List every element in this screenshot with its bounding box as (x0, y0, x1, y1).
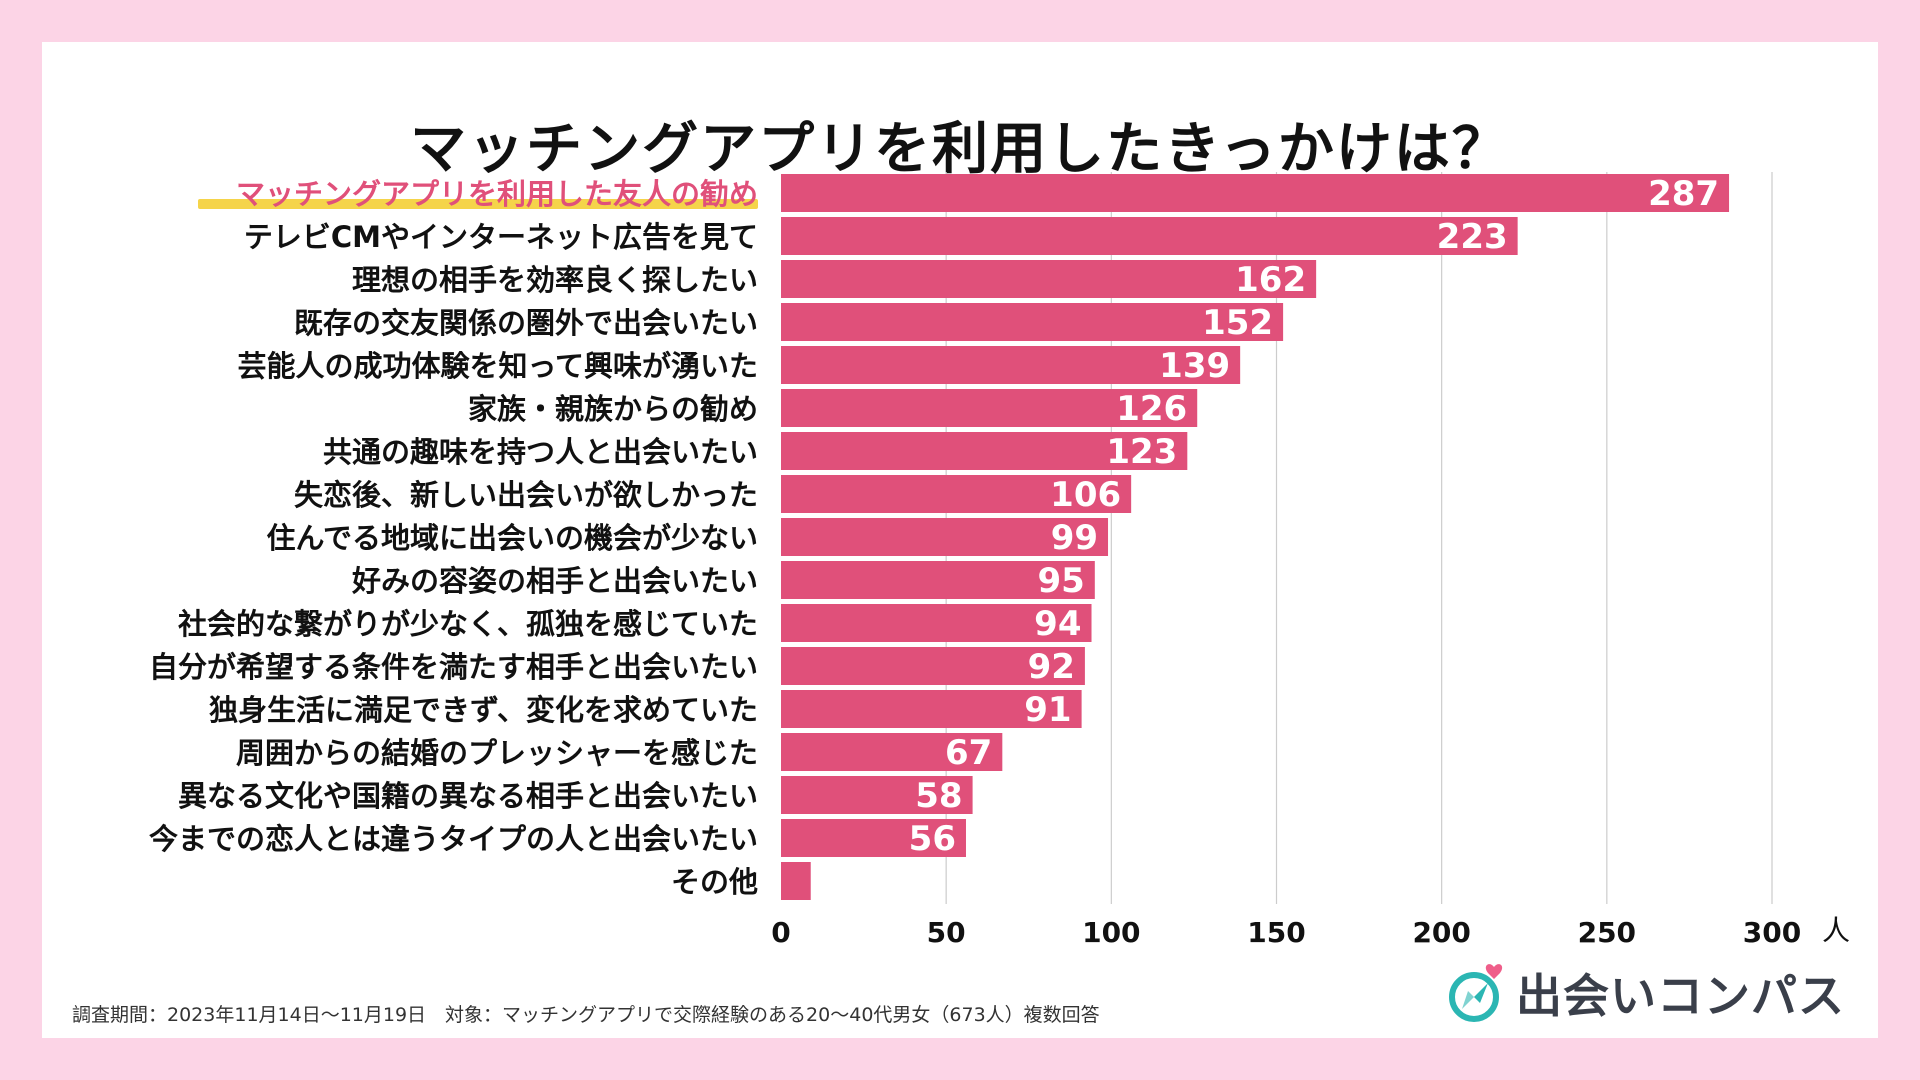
bar (781, 733, 1003, 771)
category-label: 自分が希望する条件を満たす相手と出会いたい (149, 650, 758, 684)
value-label: 162 (1235, 260, 1306, 300)
value-label: 152 (1202, 303, 1273, 343)
x-axis-unit: 人 (1822, 914, 1850, 947)
category-label: 家族・親族からの勧め (468, 392, 758, 426)
value-label: 56 (909, 819, 956, 859)
x-tick-label: 100 (1082, 916, 1140, 949)
value-label: 95 (1037, 561, 1084, 601)
value-label: 92 (1028, 647, 1075, 687)
bar (781, 174, 1730, 212)
value-label: 223 (1437, 217, 1508, 257)
x-tick-label: 250 (1578, 916, 1636, 949)
value-label: 126 (1116, 389, 1187, 429)
highlight-underline (198, 199, 758, 209)
value-label: 67 (945, 733, 992, 773)
category-label: 共通の趣味を持つ人と出会いたい (323, 435, 758, 469)
chart-title: マッチングアプリを利用したきっかけは？ (410, 117, 1510, 182)
category-label: 芸能人の成功体験を知って興味が湧いた (237, 349, 758, 383)
category-label: 独身生活に満足できず、変化を求めていた (209, 693, 758, 727)
bar (781, 690, 1082, 728)
bar (781, 604, 1092, 642)
brand-logo: 出会いコンパス (1444, 958, 1845, 1028)
bar (781, 819, 966, 857)
value-label: 139 (1159, 346, 1230, 386)
category-label: テレビCMやインターネット広告を見て (244, 220, 758, 254)
category-label: その他 (671, 865, 758, 899)
bar (781, 475, 1132, 513)
value-label: 106 (1050, 475, 1121, 515)
bar (781, 217, 1518, 255)
bar (781, 389, 1198, 427)
category-label: 周囲からの結婚のプレッシャーを感じた (236, 736, 758, 770)
value-label: 94 (1034, 604, 1081, 644)
bar (781, 303, 1284, 341)
brand-name: 出会いコンパス (1516, 969, 1845, 1023)
bar (781, 862, 811, 900)
x-tick-label: 150 (1247, 916, 1305, 949)
bar (781, 518, 1109, 556)
category-label: 好みの容姿の相手と出会いたい (351, 564, 758, 598)
compass-heart-icon (1449, 964, 1503, 1022)
bar (781, 260, 1317, 298)
bar (781, 776, 973, 814)
bar (781, 346, 1241, 384)
category-label: 失恋後、新しい出会いが欲しかった (294, 478, 758, 512)
value-label: 58 (915, 776, 962, 816)
x-tick-label: 0 (771, 916, 790, 949)
category-label: 今までの恋人とは違うタイプの人と出会いたい (149, 822, 758, 856)
category-label: 社会的な繋がりが少なく、孤独を感じていた (178, 607, 758, 641)
survey-footnote: 調査期間：2023年11月14日〜11月19日 対象：マッチングアプリで交際経験… (72, 1004, 1100, 1026)
x-tick-label: 200 (1412, 916, 1470, 949)
x-tick-label: 50 (927, 916, 966, 949)
category-label: 既存の交友関係の圏外で出会いたい (294, 306, 758, 340)
bar (781, 647, 1085, 685)
x-tick-label: 300 (1743, 916, 1801, 949)
value-label: 123 (1106, 432, 1177, 472)
value-label: 91 (1024, 690, 1071, 730)
category-label: 住んでる地域に出会いの機会が少ない (266, 521, 758, 555)
category-label: マッチングアプリを利用した友人の勧め (236, 177, 758, 211)
category-label: 異なる文化や国籍の異なる相手と出会いたい (178, 779, 758, 813)
value-label: 287 (1648, 174, 1719, 214)
bar (781, 432, 1188, 470)
bar (781, 561, 1095, 599)
value-label: 99 (1051, 518, 1098, 558)
category-label: 理想の相手を効率良く探したい (352, 263, 758, 297)
